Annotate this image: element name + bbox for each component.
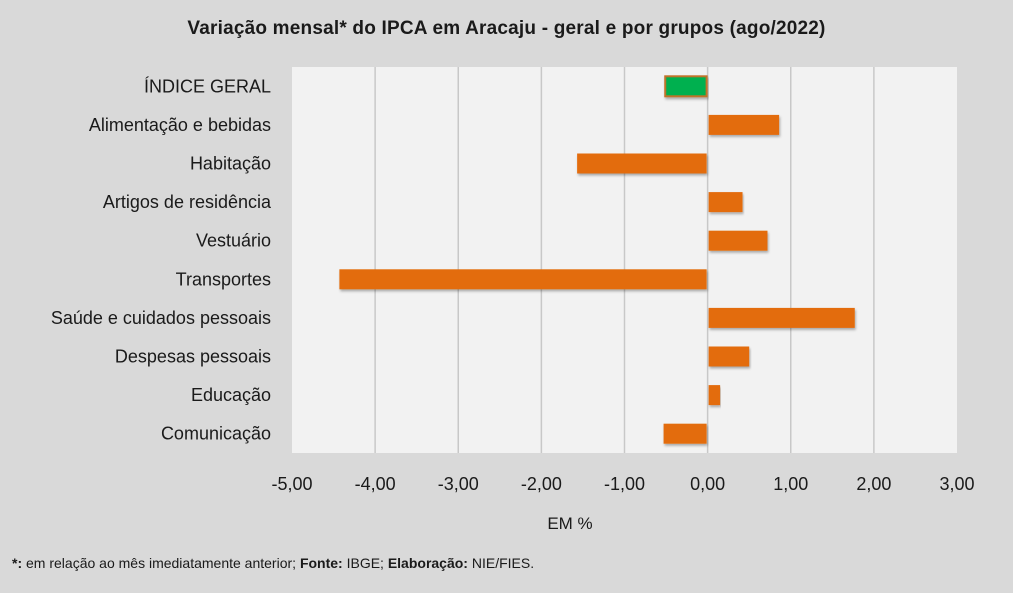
category-label: Educação — [191, 385, 271, 405]
source-label: Fonte: — [299, 555, 343, 571]
category-label: Artigos de residência — [103, 192, 272, 212]
bar-0 — [664, 75, 708, 98]
author-value: NIE/FIES. — [467, 555, 535, 571]
footnote: *: em relação ao mês imediatamente anter… — [12, 555, 534, 571]
bar-1 — [708, 114, 780, 135]
category-label: Saúde e cuidados pessoais — [51, 308, 271, 328]
category-label: Despesas pessoais — [115, 347, 271, 367]
bar-2 — [577, 153, 707, 174]
x-tick-label: -4,00 — [355, 474, 396, 494]
bar-3 — [708, 192, 743, 213]
x-tick-label: 1,00 — [773, 474, 808, 494]
x-tick-label: 3,00 — [939, 474, 974, 494]
footnote-marker: *: — [12, 555, 23, 571]
bar-8 — [708, 385, 721, 406]
chart-title: Variação mensal* do IPCA em Aracaju - ge… — [187, 18, 826, 39]
category-label: Transportes — [176, 269, 271, 289]
footnote-text: em relação ao mês imediatamente anterior… — [22, 555, 300, 571]
bar-5 — [339, 269, 707, 290]
x-tick-label: -1,00 — [604, 474, 645, 494]
bar-7 — [708, 346, 750, 367]
x-tick-label: 2,00 — [856, 474, 891, 494]
category-label: Vestuário — [196, 231, 271, 251]
source-value: IBGE; — [342, 555, 388, 571]
bar-6 — [708, 307, 855, 328]
category-label: Habitação — [190, 154, 271, 174]
category-label: Comunicação — [161, 424, 271, 444]
x-tick-label: -2,00 — [521, 474, 562, 494]
category-label: ÍNDICE GERAL — [144, 76, 271, 96]
x-axis-label: EM % — [547, 514, 592, 533]
bar-4 — [708, 230, 768, 251]
x-tick-label: 0,00 — [690, 474, 725, 494]
x-tick-label: -5,00 — [271, 474, 312, 494]
category-label: Alimentação e bebidas — [89, 115, 271, 135]
author-label: Elaboração: — [387, 555, 468, 571]
x-tick-label: -3,00 — [438, 474, 479, 494]
bar-9 — [663, 423, 707, 444]
